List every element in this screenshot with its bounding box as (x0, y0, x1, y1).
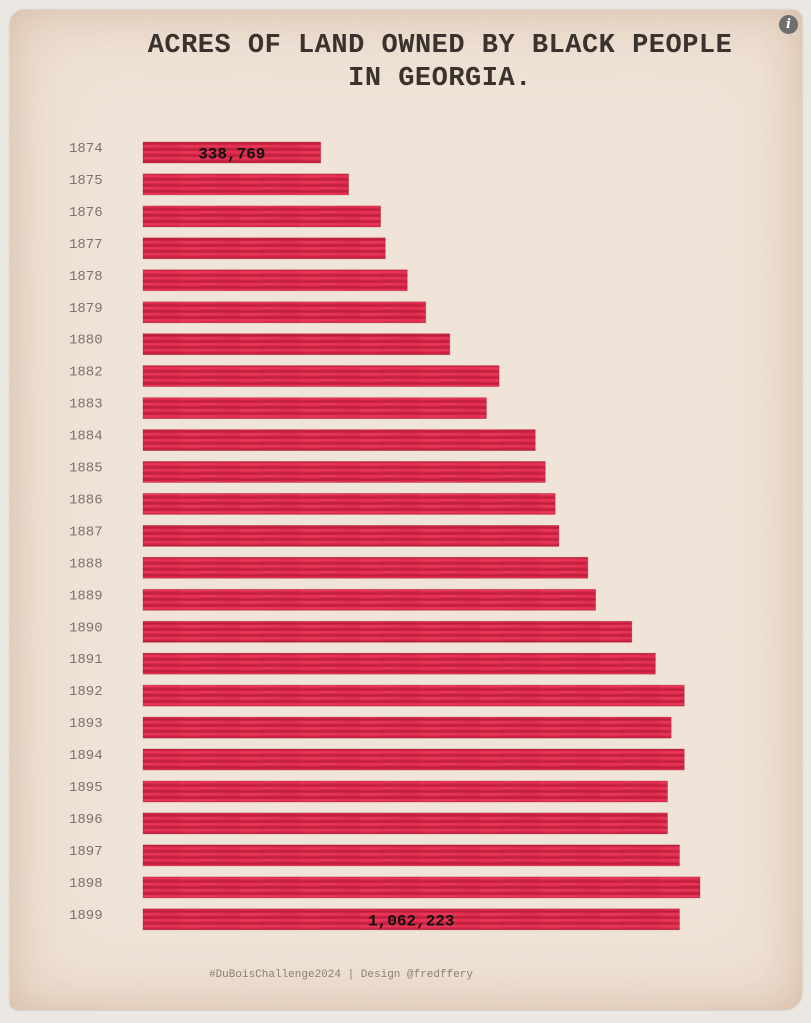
bar-1897 (142, 844, 680, 867)
bar-1894 (142, 748, 685, 771)
footer-credit: #DuBoisChallenge2024 | Design @fredffery (208, 969, 474, 981)
year-label-1886: 1886 (69, 492, 103, 508)
bar-1888 (142, 556, 589, 579)
info-icon[interactable]: i (779, 15, 798, 34)
year-label-1882: 1882 (69, 365, 103, 381)
year-label-1875: 1875 (69, 173, 103, 189)
bar-1889 (142, 588, 597, 611)
year-label-1888: 1888 (69, 556, 103, 572)
data-label-1899: 1,062,223 (368, 912, 454, 930)
year-label-1878: 1878 (69, 269, 103, 285)
year-label-1889: 1889 (69, 588, 103, 604)
year-label-1896: 1896 (69, 812, 103, 828)
bar-1890 (142, 620, 633, 643)
year-label-1895: 1895 (69, 780, 103, 796)
bars-layer (142, 141, 701, 931)
year-label-1880: 1880 (69, 333, 103, 349)
year-label-1885: 1885 (69, 461, 103, 477)
labels-layer: 1874 1875 1876 1877 1878 1879 1880 1882 1883 1884… (69, 141, 455, 930)
bar-1891 (142, 652, 656, 675)
bar-1887 (142, 525, 560, 547)
year-label-1887: 1887 (69, 524, 103, 540)
bar-1882 (142, 365, 500, 388)
year-label-1898: 1898 (69, 876, 103, 892)
bar-1884 (142, 429, 536, 452)
year-label-1879: 1879 (69, 301, 103, 317)
bar-1895 (142, 780, 668, 803)
year-label-1899: 1899 (69, 908, 103, 924)
year-label-1874: 1874 (69, 141, 103, 157)
bar-1893 (142, 716, 672, 739)
bar-1886 (142, 492, 556, 515)
year-label-1894: 1894 (69, 748, 103, 764)
bar-1883 (142, 397, 487, 420)
chart-title: ACRES OF LAND OWNED BY BLACK PEOPLE IN G… (147, 31, 733, 94)
year-label-1893: 1893 (69, 716, 103, 732)
year-label-1877: 1877 (69, 237, 103, 253)
year-label-1890: 1890 (69, 620, 103, 636)
year-label-1892: 1892 (69, 684, 103, 700)
bar-1877 (142, 237, 386, 260)
bar-1878 (142, 269, 408, 292)
bar-1898 (142, 876, 701, 899)
bar-1892 (142, 684, 685, 707)
year-label-1884: 1884 (69, 429, 103, 445)
bar-1885 (142, 461, 546, 483)
bar-1896 (142, 812, 668, 835)
year-label-1897: 1897 (69, 844, 103, 860)
bar-1874 (142, 141, 322, 164)
bar-1899 (142, 908, 680, 931)
year-label-1876: 1876 (69, 205, 103, 221)
bar-1876 (142, 205, 382, 228)
year-label-1883: 1883 (69, 397, 103, 413)
bar-1880 (142, 333, 451, 356)
bar-1879 (142, 301, 427, 324)
data-label-1874: 338,769 (198, 146, 265, 164)
bar-1875 (142, 173, 350, 196)
year-label-1891: 1891 (69, 652, 103, 668)
